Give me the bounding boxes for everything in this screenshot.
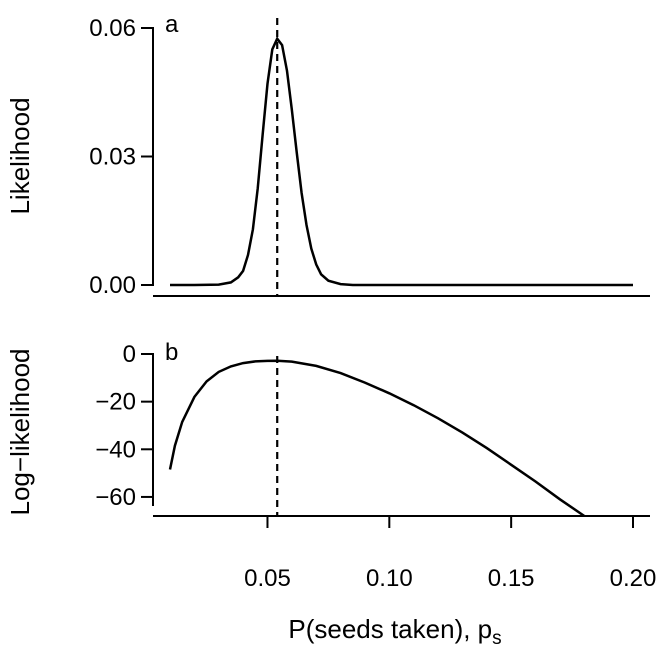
panel-a-y-tick-label: 0.06: [89, 15, 136, 42]
panel-b: b Log−likelihood 0 −20 −40 −60 0.05 0.10 0.15…: [5, 339, 656, 649]
panel-b-x-tick-label: 0.15: [488, 565, 535, 592]
panel-b-y-tick-label: −40: [95, 436, 136, 463]
x-axis-title-subscript: s: [492, 628, 502, 649]
panel-b-x-ticks: 0.05 0.10 0.15 0.20: [244, 516, 656, 592]
panel-a-likelihood-curve: [170, 36, 633, 287]
panel-a-y-axis-title: Likelihood: [5, 97, 35, 214]
panel-b-y-tick-label: −20: [95, 389, 136, 416]
x-axis-title-main: P(seeds taken), p: [288, 614, 492, 644]
panel-a-y-ticks: 0.00 0.03 0.06: [89, 15, 153, 299]
panel-a: a Likelihood 0.00 0.03 0.06: [5, 11, 650, 299]
panel-a-label: a: [165, 11, 179, 38]
panel-b-x-tick-label: 0.05: [244, 565, 291, 592]
panel-b-y-ticks: 0 −20 −40 −60: [95, 341, 153, 511]
panel-a-y-tick-label: 0.00: [89, 272, 136, 299]
panel-b-y-tick-label: −60: [95, 484, 136, 511]
panel-a-y-tick-label: 0.03: [89, 144, 136, 171]
panel-b-x-tick-label: 0.10: [366, 565, 413, 592]
panel-b-label: b: [165, 339, 178, 366]
panel-b-log-likelihood-curve: [168, 359, 586, 518]
panel-b-x-tick-label: 0.20: [610, 565, 657, 592]
panel-b-y-tick-label: 0: [123, 341, 136, 368]
panel-b-y-axis-title: Log−likelihood: [5, 349, 35, 516]
x-axis-title: P(seeds taken), ps: [288, 614, 501, 649]
